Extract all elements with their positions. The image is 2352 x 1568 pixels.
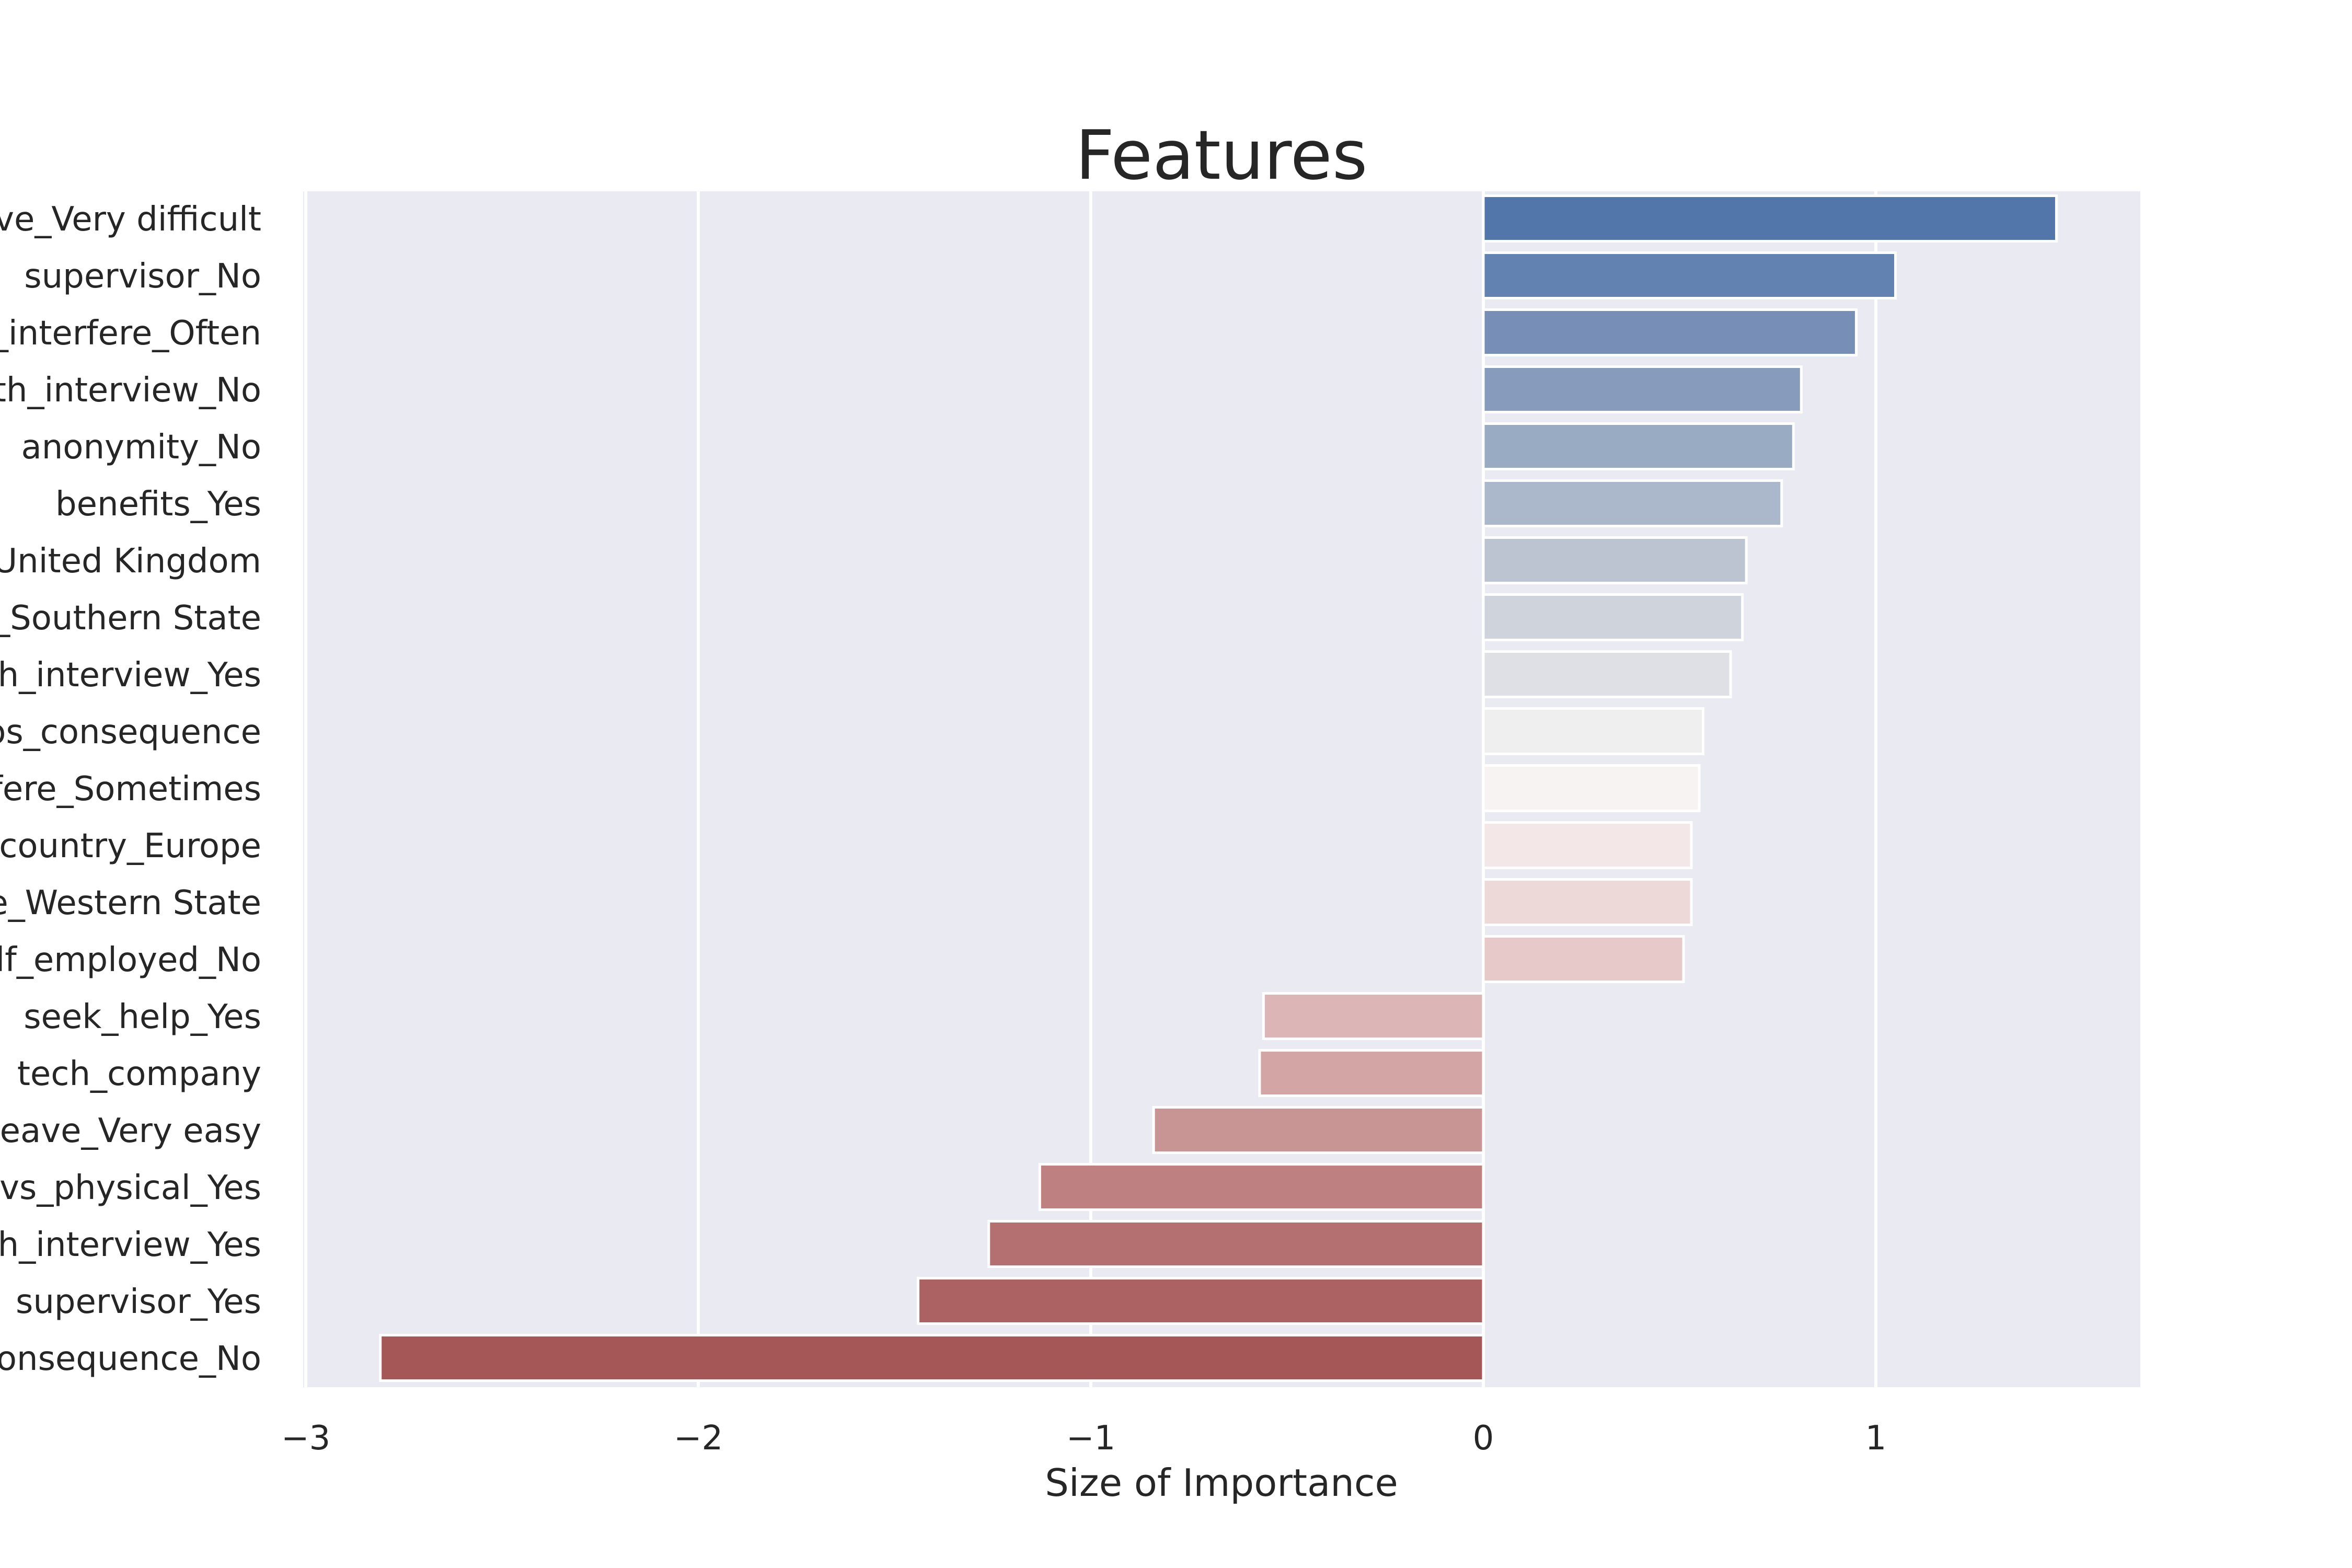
y-tick-label: eave_Very easy (0, 1112, 261, 1150)
bar (1482, 194, 2058, 243)
y-tick-label: e_Western State (0, 884, 261, 923)
bar (1482, 365, 1803, 413)
y-tick-label: supervisor_Yes (16, 1283, 261, 1321)
y-tick-label: anonymity_No (21, 428, 262, 467)
y-tick-label: h_interview_Yes (0, 656, 261, 695)
chart-title: Features (1076, 116, 1368, 195)
y-tick-label: country_Europe (0, 827, 261, 866)
bar (1482, 935, 1685, 983)
x-axis-label: Size of Importance (1045, 1461, 1398, 1505)
y-tick-label: os_consequence (0, 713, 261, 752)
y-tick-label: th_interview_No (0, 371, 261, 410)
y-tick-label: _United Kingdom (0, 542, 261, 581)
bars (379, 194, 2058, 1382)
y-tick-label: _interfere_Often (0, 314, 261, 353)
bar (1258, 1049, 1485, 1097)
bar (1482, 878, 1693, 926)
bar (1482, 251, 1897, 299)
x-tick-label: −3 (281, 1419, 330, 1458)
bar (987, 1220, 1485, 1268)
y-tick-label: lf_employed_No (0, 941, 261, 979)
x-tick-label: −2 (674, 1419, 723, 1458)
bar (1262, 992, 1485, 1040)
bar (1038, 1163, 1485, 1211)
y-tick-label: onsequence_No (0, 1340, 261, 1378)
y-tick-label: h_interview_Yes (0, 1226, 261, 1264)
bar (379, 1334, 1485, 1382)
bar (1482, 479, 1783, 527)
bar (1482, 308, 1858, 356)
y-tick-label: tech_company (17, 1055, 261, 1093)
bar (1482, 707, 1705, 755)
x-tick-label: −1 (1066, 1419, 1115, 1458)
y-tick-labels: ave_Very difficult supervisor_No _interfer… (0, 200, 261, 1378)
y-tick-label: vs_physical_Yes (0, 1169, 261, 1207)
x-tick-labels: −3 −2 −1 0 1 (281, 1419, 1887, 1458)
y-tick-label: fere_Sometimes (0, 770, 261, 809)
y-tick-label: _Southern State (0, 599, 261, 638)
bar (917, 1277, 1485, 1325)
bar (1482, 764, 1701, 812)
bar (1152, 1106, 1485, 1154)
y-tick-label: seek_help_Yes (24, 998, 261, 1036)
x-tick-label: 1 (1865, 1419, 1887, 1458)
bar (1482, 821, 1693, 869)
bar (1482, 650, 1732, 698)
bar (1482, 422, 1795, 470)
y-tick-label: ave_Very difficult (0, 200, 261, 239)
x-tick-label: 0 (1473, 1419, 1494, 1458)
bar (1482, 593, 1744, 641)
y-tick-label: supervisor_No (24, 257, 261, 296)
y-tick-label: benefits_Yes (55, 485, 261, 524)
bar (1482, 536, 1748, 584)
